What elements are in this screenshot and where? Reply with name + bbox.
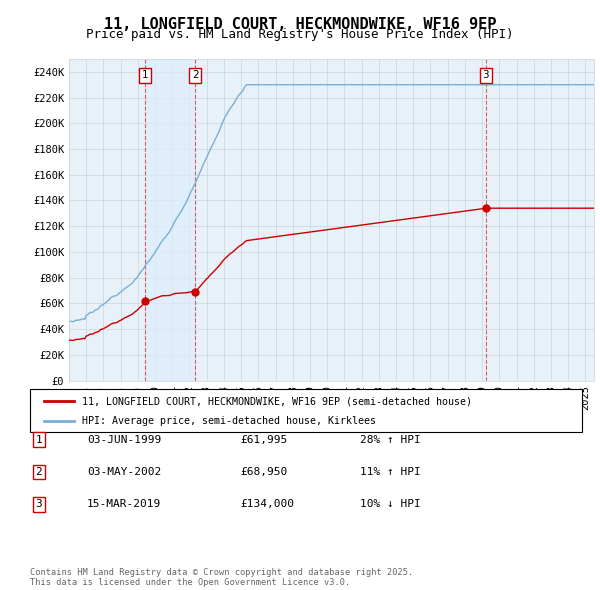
Text: HPI: Average price, semi-detached house, Kirklees: HPI: Average price, semi-detached house,… xyxy=(82,417,376,426)
Text: 11% ↑ HPI: 11% ↑ HPI xyxy=(360,467,421,477)
Text: 28% ↑ HPI: 28% ↑ HPI xyxy=(360,435,421,444)
Text: 11, LONGFIELD COURT, HECKMONDWIKE, WF16 9EP: 11, LONGFIELD COURT, HECKMONDWIKE, WF16 … xyxy=(104,17,496,31)
Text: £61,995: £61,995 xyxy=(240,435,287,444)
Text: 03-MAY-2002: 03-MAY-2002 xyxy=(87,467,161,477)
Text: £68,950: £68,950 xyxy=(240,467,287,477)
Text: £134,000: £134,000 xyxy=(240,500,294,509)
Text: 3: 3 xyxy=(35,500,43,509)
Text: 15-MAR-2019: 15-MAR-2019 xyxy=(87,500,161,509)
Text: 03-JUN-1999: 03-JUN-1999 xyxy=(87,435,161,444)
Text: 1: 1 xyxy=(35,435,43,444)
Text: 2: 2 xyxy=(192,70,199,80)
Text: 1: 1 xyxy=(142,70,148,80)
Text: Contains HM Land Registry data © Crown copyright and database right 2025.
This d: Contains HM Land Registry data © Crown c… xyxy=(30,568,413,587)
Text: 11, LONGFIELD COURT, HECKMONDWIKE, WF16 9EP (semi-detached house): 11, LONGFIELD COURT, HECKMONDWIKE, WF16 … xyxy=(82,396,472,407)
Text: 3: 3 xyxy=(482,70,489,80)
Text: Price paid vs. HM Land Registry's House Price Index (HPI): Price paid vs. HM Land Registry's House … xyxy=(86,28,514,41)
Text: 10% ↓ HPI: 10% ↓ HPI xyxy=(360,500,421,509)
Text: 2: 2 xyxy=(35,467,43,477)
